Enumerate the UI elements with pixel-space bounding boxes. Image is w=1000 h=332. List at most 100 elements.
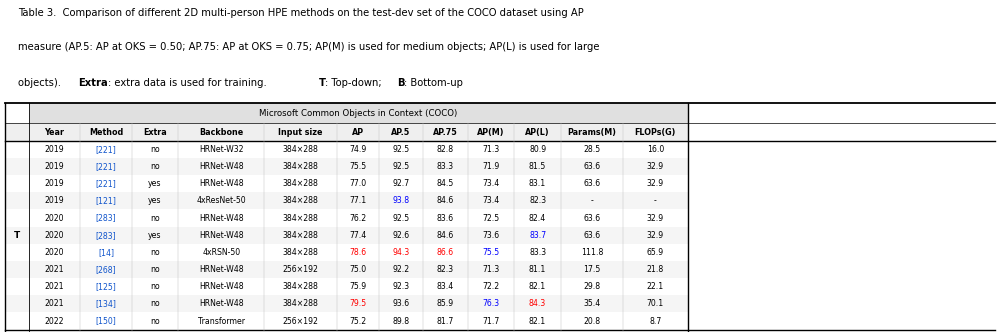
Text: 256×192: 256×192 [283,316,318,325]
Bar [5,103,29,123]
Text: no: no [150,316,160,325]
Bar [5,158,688,175]
Text: : Top-down;: : Top-down; [325,78,385,88]
Text: 73.4: 73.4 [482,179,500,188]
Text: 71.7: 71.7 [482,316,500,325]
Text: 2019: 2019 [45,145,64,154]
Text: 2020: 2020 [45,213,64,222]
Text: 8.7: 8.7 [649,316,662,325]
Text: 85.9: 85.9 [437,299,454,308]
Text: 384×288: 384×288 [283,282,318,291]
Text: [14]: [14] [98,248,114,257]
Text: 21.8: 21.8 [647,265,664,274]
Text: 384×288: 384×288 [283,231,318,240]
Bar [5,123,688,141]
Text: HRNet-W48: HRNet-W48 [199,265,244,274]
Text: 28.5: 28.5 [584,145,601,154]
Text: HRNet-W48: HRNet-W48 [199,231,244,240]
Text: 70.1: 70.1 [647,299,664,308]
Text: FLOPs(G): FLOPs(G) [635,127,676,136]
Text: 83.3: 83.3 [529,248,546,257]
Bar [5,330,688,332]
Text: 81.7: 81.7 [437,316,454,325]
Bar [5,261,688,278]
Text: 384×288: 384×288 [283,179,318,188]
Text: AP(M): AP(M) [477,127,505,136]
Text: 86.6: 86.6 [437,248,454,257]
Text: 81.5: 81.5 [529,162,546,171]
Text: 29.8: 29.8 [584,282,601,291]
Text: HRNet-W48: HRNet-W48 [199,282,244,291]
Text: 35.4: 35.4 [583,299,601,308]
Text: 384×288: 384×288 [283,299,318,308]
Text: 77.4: 77.4 [349,231,367,240]
Bar [5,312,688,330]
Text: 84.6: 84.6 [437,197,454,206]
Text: no: no [150,299,160,308]
Text: 75.0: 75.0 [349,265,366,274]
Text: Method: Method [89,127,123,136]
Text: 71.3: 71.3 [482,145,500,154]
Text: 74.9: 74.9 [349,145,367,154]
Text: 75.9: 75.9 [349,282,366,291]
Text: HRNet-W32: HRNet-W32 [199,145,244,154]
Text: objects).: objects). [18,78,64,88]
Text: yes: yes [148,197,162,206]
Text: no: no [150,248,160,257]
Text: [150]: [150] [96,316,116,325]
Bar [5,141,688,158]
Text: 63.6: 63.6 [584,162,601,171]
Text: no: no [150,145,160,154]
Text: T: T [319,78,326,88]
Text: 63.6: 63.6 [584,231,601,240]
Text: 76.2: 76.2 [349,213,366,222]
Text: 84.3: 84.3 [529,299,546,308]
Text: yes: yes [148,179,162,188]
Text: 16.0: 16.0 [647,145,664,154]
Bar [29,103,688,123]
Text: no: no [150,265,160,274]
Text: 72.2: 72.2 [483,282,500,291]
Text: : Bottom-up: : Bottom-up [404,78,462,88]
Text: 111.8: 111.8 [581,248,603,257]
Text: HRNet-W48: HRNet-W48 [199,162,244,171]
Bar [5,192,688,209]
Text: 83.3: 83.3 [437,162,454,171]
Text: [221]: [221] [96,162,116,171]
Text: yes: yes [148,231,162,240]
Text: 20.8: 20.8 [584,316,601,325]
Text: [121]: [121] [96,197,116,206]
Text: B: B [398,78,405,88]
Text: 73.6: 73.6 [483,231,500,240]
Text: 4xResNet-50: 4xResNet-50 [197,197,246,206]
Text: Table 3.  Comparison of different 2D multi-person HPE methods on the test-dev se: Table 3. Comparison of different 2D mult… [18,8,584,18]
Text: : extra data is used for training.: : extra data is used for training. [108,78,270,88]
Text: 2021: 2021 [45,265,64,274]
Text: HRNet-W48: HRNet-W48 [199,299,244,308]
Text: T: T [14,231,20,240]
Text: AP.5: AP.5 [391,127,411,136]
Bar [5,227,688,244]
Text: 32.9: 32.9 [647,231,664,240]
Text: 84.5: 84.5 [437,179,454,188]
Text: 2022: 2022 [45,316,64,325]
Text: 92.5: 92.5 [392,145,410,154]
Text: 63.6: 63.6 [584,179,601,188]
Text: 83.6: 83.6 [437,213,454,222]
Text: 2020: 2020 [45,231,64,240]
Text: 72.5: 72.5 [483,213,500,222]
Text: [134]: [134] [96,299,116,308]
Text: 71.9: 71.9 [482,162,500,171]
Text: 92.2: 92.2 [392,265,410,274]
Text: 32.9: 32.9 [647,213,664,222]
Text: [268]: [268] [96,265,116,274]
Bar [5,209,688,227]
Text: 92.3: 92.3 [392,282,410,291]
Text: Transformer: Transformer [198,316,245,325]
Text: measure (AP.5: AP at OKS = 0.50; AP.75: AP at OKS = 0.75; AP(M) is used for medi: measure (AP.5: AP at OKS = 0.50; AP.75: … [18,42,599,52]
Text: 83.7: 83.7 [529,231,546,240]
Text: AP(L): AP(L) [525,127,550,136]
Text: AP.75: AP.75 [433,127,458,136]
Text: 81.1: 81.1 [529,265,546,274]
Text: 2019: 2019 [45,179,64,188]
